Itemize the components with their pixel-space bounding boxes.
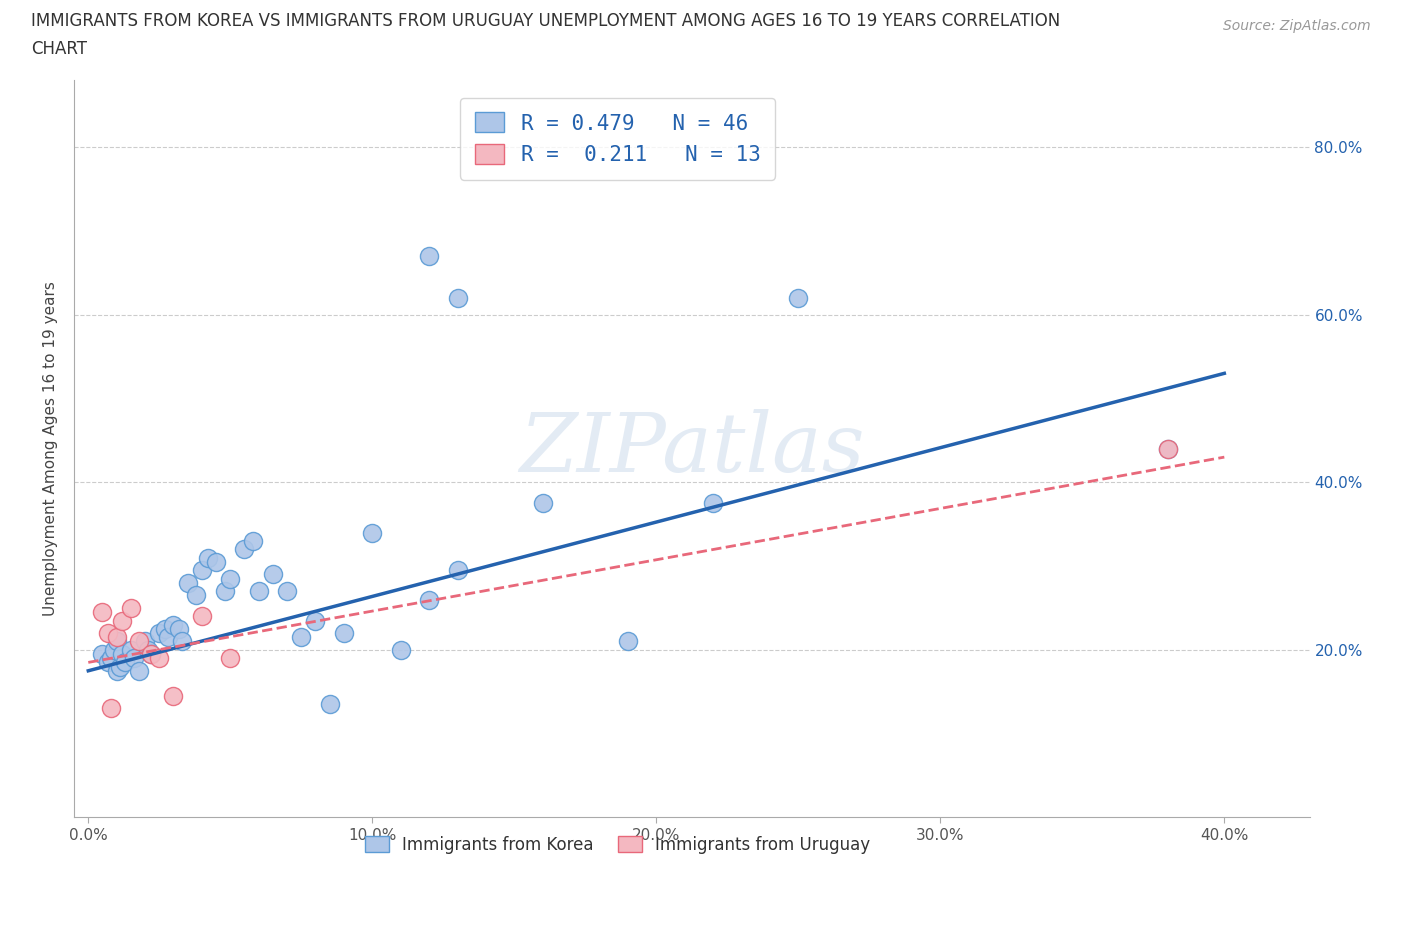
Point — [219, 571, 242, 586]
Point — [446, 290, 468, 305]
Point — [97, 655, 120, 670]
Point — [167, 621, 190, 636]
Point — [787, 290, 810, 305]
Point — [103, 643, 125, 658]
Point — [153, 621, 176, 636]
Point — [446, 563, 468, 578]
Point — [205, 554, 228, 569]
Point — [111, 646, 134, 661]
Point — [702, 496, 724, 511]
Point — [242, 534, 264, 549]
Text: Source: ZipAtlas.com: Source: ZipAtlas.com — [1223, 19, 1371, 33]
Point — [219, 651, 242, 666]
Point — [191, 563, 214, 578]
Point — [531, 496, 554, 511]
Point — [290, 630, 312, 644]
Point — [162, 688, 184, 703]
Point — [186, 588, 208, 603]
Point — [1156, 442, 1178, 457]
Point — [120, 601, 142, 616]
Point — [105, 663, 128, 678]
Point — [233, 542, 256, 557]
Point — [111, 613, 134, 628]
Point — [128, 634, 150, 649]
Text: CHART: CHART — [31, 40, 87, 58]
Point — [97, 626, 120, 641]
Point — [136, 643, 159, 658]
Point — [139, 646, 162, 661]
Point — [318, 697, 340, 711]
Point — [162, 618, 184, 632]
Text: ZIPatlas: ZIPatlas — [519, 409, 865, 489]
Point — [247, 584, 270, 599]
Point — [105, 634, 128, 649]
Point — [114, 655, 136, 670]
Legend: Immigrants from Korea, Immigrants from Uruguay: Immigrants from Korea, Immigrants from U… — [359, 830, 877, 860]
Point — [214, 584, 236, 599]
Point — [197, 551, 219, 565]
Point — [276, 584, 298, 599]
Point — [1156, 442, 1178, 457]
Point — [139, 646, 162, 661]
Point — [100, 701, 122, 716]
Point — [105, 630, 128, 644]
Point — [389, 643, 412, 658]
Point — [122, 651, 145, 666]
Point — [120, 643, 142, 658]
Point — [617, 634, 640, 649]
Y-axis label: Unemployment Among Ages 16 to 19 years: Unemployment Among Ages 16 to 19 years — [44, 281, 58, 617]
Point — [418, 592, 440, 607]
Point — [361, 525, 384, 540]
Point — [176, 576, 198, 591]
Point — [304, 613, 326, 628]
Point — [156, 630, 179, 644]
Point — [100, 651, 122, 666]
Point — [91, 604, 114, 619]
Point — [91, 646, 114, 661]
Point — [134, 634, 156, 649]
Point — [418, 248, 440, 263]
Point — [148, 626, 170, 641]
Point — [191, 609, 214, 624]
Point — [108, 659, 131, 674]
Point — [170, 634, 193, 649]
Text: IMMIGRANTS FROM KOREA VS IMMIGRANTS FROM URUGUAY UNEMPLOYMENT AMONG AGES 16 TO 1: IMMIGRANTS FROM KOREA VS IMMIGRANTS FROM… — [31, 12, 1060, 30]
Point — [262, 567, 284, 582]
Point — [148, 651, 170, 666]
Point — [128, 663, 150, 678]
Point — [333, 626, 356, 641]
